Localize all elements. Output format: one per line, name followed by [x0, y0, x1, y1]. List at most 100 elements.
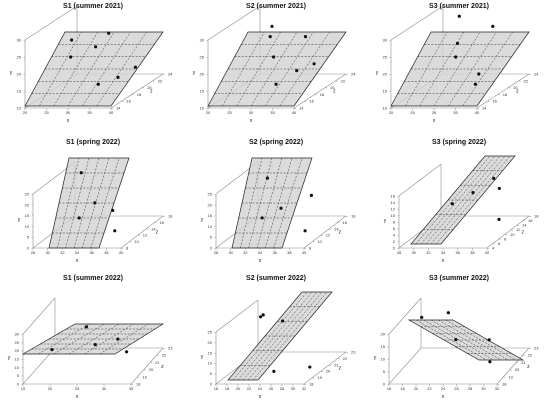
- axis-box-edge: [390, 5, 444, 41]
- y-axis-label: y: [376, 70, 379, 76]
- plane-grid-line: [279, 31, 330, 107]
- chart-title: S1 (spring 2022): [65, 139, 121, 146]
- y-axis-tick: [21, 367, 24, 369]
- plane-grid-line: [99, 323, 149, 355]
- axis-box-edge: [303, 215, 347, 249]
- y-axis-label: y: [384, 218, 387, 224]
- z-axis-label: z: [156, 230, 159, 236]
- z-axis-tick-label: 14: [334, 226, 339, 231]
- z-axis-tick: [503, 376, 506, 378]
- z-axis-tick: [498, 238, 502, 240]
- y-axis-tick: [23, 73, 26, 75]
- x-axis-tick-label: 28: [280, 386, 285, 391]
- chart-panel: 28 30 32 34 36 38 40 0 5 10 15 20 25 8 10 12 14 16 18 x y z S1…: [3, 136, 183, 266]
- z-axis-tick-label: 6: [498, 241, 501, 246]
- z-axis-tick-label: 18: [168, 214, 173, 219]
- y-axis-tick: [31, 204, 34, 206]
- x-axis-tick-label: 32: [243, 250, 248, 255]
- z-axis-tick: [143, 369, 146, 371]
- y-axis-tick: [389, 90, 392, 92]
- x-axis-tick-label: 36: [272, 250, 277, 255]
- data-point: [96, 82, 100, 86]
- x-axis-tick-label: 22: [427, 386, 432, 391]
- y-axis-tick: [397, 202, 400, 204]
- y-axis-tick: [23, 107, 26, 109]
- z-axis-tick-label: 8: [504, 236, 507, 241]
- data-point: [260, 216, 264, 220]
- axis-box-edge: [303, 351, 347, 385]
- data-point: [295, 69, 299, 73]
- x-axis-tick-label: 35: [87, 110, 92, 115]
- y-axis-tick-label: 15: [200, 89, 205, 94]
- data-point: [303, 35, 308, 39]
- y-axis-tick-label: 15: [15, 357, 20, 362]
- y-axis-tick-label: 10: [208, 224, 213, 229]
- y-axis-tick-label: 25: [208, 330, 213, 335]
- z-axis-tick-label: 16: [309, 99, 314, 104]
- y-axis-tick-label: 15: [208, 350, 213, 355]
- x-axis-tick-label: 16: [214, 386, 219, 391]
- z-axis-tick: [487, 100, 490, 103]
- z-axis-tick-label: 20: [513, 85, 518, 90]
- x-axis-label: x: [442, 394, 445, 400]
- x-axis-tick-label: 16: [387, 386, 392, 391]
- x-axis-tick-label: 28: [468, 386, 473, 391]
- z-axis-tick: [497, 94, 500, 96]
- chart-panel: 20 25 30 35 40 10 15 20 25 30 14 16 18 20 22 24 x y z S1 (s…: [3, 0, 183, 130]
- data-point: [272, 369, 276, 373]
- z-axis-tick-label: 10: [134, 239, 139, 244]
- z-axis-tick-label: 20: [149, 367, 154, 372]
- x-axis-tick-label: 36: [455, 250, 460, 255]
- x-axis-tick-label: 20: [414, 386, 419, 391]
- y-axis-tick-label: 20: [17, 72, 22, 77]
- y-axis-tick: [206, 73, 209, 75]
- y-axis-tick: [31, 193, 34, 195]
- z-axis-tick: [142, 87, 145, 89]
- z-axis-tick-label: 23: [534, 346, 539, 351]
- axis-box-edge: [120, 215, 164, 249]
- y-axis-tick: [31, 226, 34, 228]
- z-axis-tick: [162, 347, 166, 349]
- x-axis-label: x: [259, 394, 262, 400]
- z-axis-tick-label: 12: [143, 233, 148, 238]
- z-axis-tick-label: 24: [168, 72, 173, 77]
- y-axis-tick: [387, 346, 390, 348]
- z-axis-tick: [486, 247, 490, 249]
- z-axis-tick: [516, 362, 519, 364]
- data-point: [107, 31, 111, 35]
- data-point: [270, 24, 274, 28]
- z-axis-tick-label: 19: [142, 374, 147, 379]
- z-axis-tick-label: 18: [137, 92, 142, 97]
- z-axis-tick-label: 18: [136, 382, 141, 387]
- y-axis-tick-label: 10: [25, 224, 30, 229]
- x-axis-tick-label: 30: [411, 250, 416, 255]
- x-axis-tick-label: 18: [400, 386, 405, 391]
- z-axis-tick: [120, 247, 124, 249]
- y-axis-tick-label: 25: [208, 192, 213, 197]
- z-axis-tick: [137, 376, 140, 378]
- y-axis-tick: [214, 236, 217, 239]
- y-axis-tick-label: 20: [15, 348, 20, 353]
- z-axis-tick-label: 23: [351, 350, 356, 355]
- y-axis-tick: [31, 236, 34, 239]
- data-point: [84, 325, 88, 329]
- y-axis-tick-label: 20: [383, 72, 388, 77]
- z-axis-tick: [329, 228, 332, 230]
- z-axis-tick: [150, 362, 153, 364]
- y-axis-tick-label: 5: [210, 371, 213, 376]
- z-axis-tick: [329, 364, 332, 366]
- axis-box-edge: [22, 297, 56, 335]
- y-axis-tick: [23, 90, 26, 92]
- x-axis-tick-label: 25: [410, 110, 415, 115]
- y-axis-tick-label: 30: [383, 38, 388, 43]
- x-axis-label: x: [442, 258, 445, 264]
- plane-grid-line: [252, 291, 328, 381]
- data-point: [497, 217, 501, 221]
- y-axis-tick-label: 25: [15, 340, 20, 345]
- z-axis-tick-label: 21: [334, 362, 339, 367]
- x-axis-label: x: [259, 258, 262, 264]
- x-axis-tick-label: 25: [227, 110, 232, 115]
- x-axis-label: x: [76, 394, 79, 400]
- data-point: [473, 82, 477, 86]
- y-axis-tick: [389, 39, 392, 41]
